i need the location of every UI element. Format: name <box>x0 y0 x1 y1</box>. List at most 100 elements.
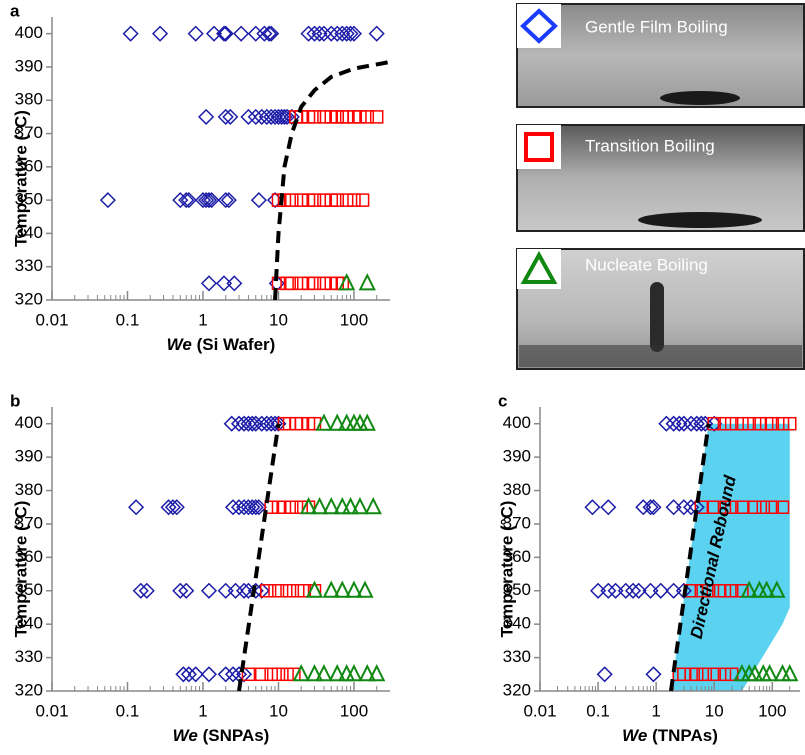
square-point <box>284 585 296 597</box>
square-point <box>371 111 383 123</box>
legend-label: Gentle Film Boiling <box>585 17 728 36</box>
panel-label: b <box>10 391 20 410</box>
triangle-point <box>360 275 374 289</box>
legend-label: Nucleate Boiling <box>585 255 708 274</box>
y-axis-title: Temperature (°C) <box>11 110 30 247</box>
square-point <box>242 668 254 680</box>
panel-label: a <box>10 1 20 20</box>
square-point <box>357 194 369 206</box>
legend-box <box>517 125 561 169</box>
y-tick-label: 330 <box>15 647 43 666</box>
y-tick-label: 330 <box>503 647 531 666</box>
chart: 3203303403503603703803904000.010.1110100… <box>10 391 390 745</box>
y-tick-label: 330 <box>15 256 43 275</box>
x-tick-label: 0.01 <box>35 701 68 720</box>
y-tick-label: 390 <box>15 56 43 75</box>
square-point <box>318 111 330 123</box>
square-point <box>361 111 373 123</box>
droplet <box>638 212 762 228</box>
boundary-line <box>239 424 278 691</box>
square-point <box>286 501 298 513</box>
x-tick-label: 100 <box>340 310 368 329</box>
y-tick-label: 400 <box>503 413 531 432</box>
x-tick-label: 1 <box>198 701 207 720</box>
diamond-point <box>162 500 176 514</box>
chart: 3203303403503603703803904000.010.1110100… <box>10 1 390 354</box>
square-point <box>341 111 353 123</box>
square-point <box>295 194 307 206</box>
x-axis-unit: (TNPAs) <box>652 726 718 745</box>
chart: 3203303403503603703803904000.010.1110100… <box>497 391 800 745</box>
x-tick-label: 10 <box>269 310 288 329</box>
diamond-point <box>234 27 248 41</box>
x-tick-label: 10 <box>705 701 724 720</box>
square-point <box>286 277 298 289</box>
square-point <box>265 668 277 680</box>
x-axis-variable: We <box>167 335 192 354</box>
x-axis-variable: We <box>622 726 647 745</box>
diamond-point <box>591 584 605 598</box>
jet <box>650 282 664 352</box>
y-tick-label: 390 <box>15 447 43 466</box>
boundary-line <box>275 62 390 300</box>
square-point <box>281 668 293 680</box>
y-axis-title: Temperature (°C) <box>11 501 30 638</box>
y-tick-label: 400 <box>15 23 43 42</box>
diamond-point <box>199 110 213 124</box>
triangle-point <box>776 666 790 680</box>
y-tick-label: 380 <box>15 90 43 109</box>
y-tick-label: 390 <box>503 447 531 466</box>
square-point <box>318 194 330 206</box>
x-tick-label: 0.01 <box>523 701 556 720</box>
triangle-point <box>366 499 380 513</box>
diamond-point <box>219 584 233 598</box>
x-tick-label: 1 <box>198 310 207 329</box>
diamond-point <box>189 27 203 41</box>
x-axis-title: We (Si Wafer) <box>167 335 276 354</box>
diamond-point <box>101 193 115 207</box>
diamond-point <box>202 667 216 681</box>
square-point <box>336 111 348 123</box>
square-point <box>341 194 353 206</box>
diamond-point <box>166 500 180 514</box>
diamond-point <box>227 276 241 290</box>
x-tick-label: 0.1 <box>116 701 140 720</box>
diamond-point <box>249 27 263 41</box>
diamond-point <box>601 500 615 514</box>
x-tick-label: 0.1 <box>116 310 140 329</box>
y-tick-label: 380 <box>503 480 531 499</box>
x-axis-title: We (TNPAs) <box>622 726 718 745</box>
legend-label: Transition Boiling <box>585 136 715 155</box>
x-axis-title: We (SNPAs) <box>173 726 270 745</box>
x-tick-label: 1 <box>651 701 660 720</box>
square-point <box>256 668 268 680</box>
square-point <box>286 194 298 206</box>
diamond-point <box>217 276 231 290</box>
diamond-point <box>129 500 143 514</box>
diamond-point <box>252 193 266 207</box>
diamond-point <box>124 27 138 41</box>
triangle-point <box>358 583 372 597</box>
square-point <box>318 277 330 289</box>
x-tick-label: 100 <box>758 701 786 720</box>
y-tick-label: 320 <box>503 680 531 699</box>
diamond-point <box>202 276 216 290</box>
y-tick-label: 320 <box>15 289 43 308</box>
diamond-point <box>667 500 681 514</box>
x-axis-variable: We <box>173 726 198 745</box>
diamond-point <box>170 500 184 514</box>
square-point <box>348 194 360 206</box>
x-tick-label: 10 <box>269 701 288 720</box>
figure: Gentle Film Boiling Transition Boiling N… <box>0 0 805 755</box>
x-tick-label: 0.1 <box>586 701 610 720</box>
diamond-point <box>219 110 233 124</box>
bubbles <box>519 345 802 367</box>
square-point <box>295 277 307 289</box>
y-tick-label: 380 <box>15 480 43 499</box>
x-tick-label: 100 <box>340 701 368 720</box>
diamond-point <box>646 667 660 681</box>
square-point <box>272 668 284 680</box>
photos: Gentle Film Boiling Transition Boiling N… <box>517 4 804 369</box>
diamond-point <box>585 500 599 514</box>
triangle-point <box>783 666 797 680</box>
